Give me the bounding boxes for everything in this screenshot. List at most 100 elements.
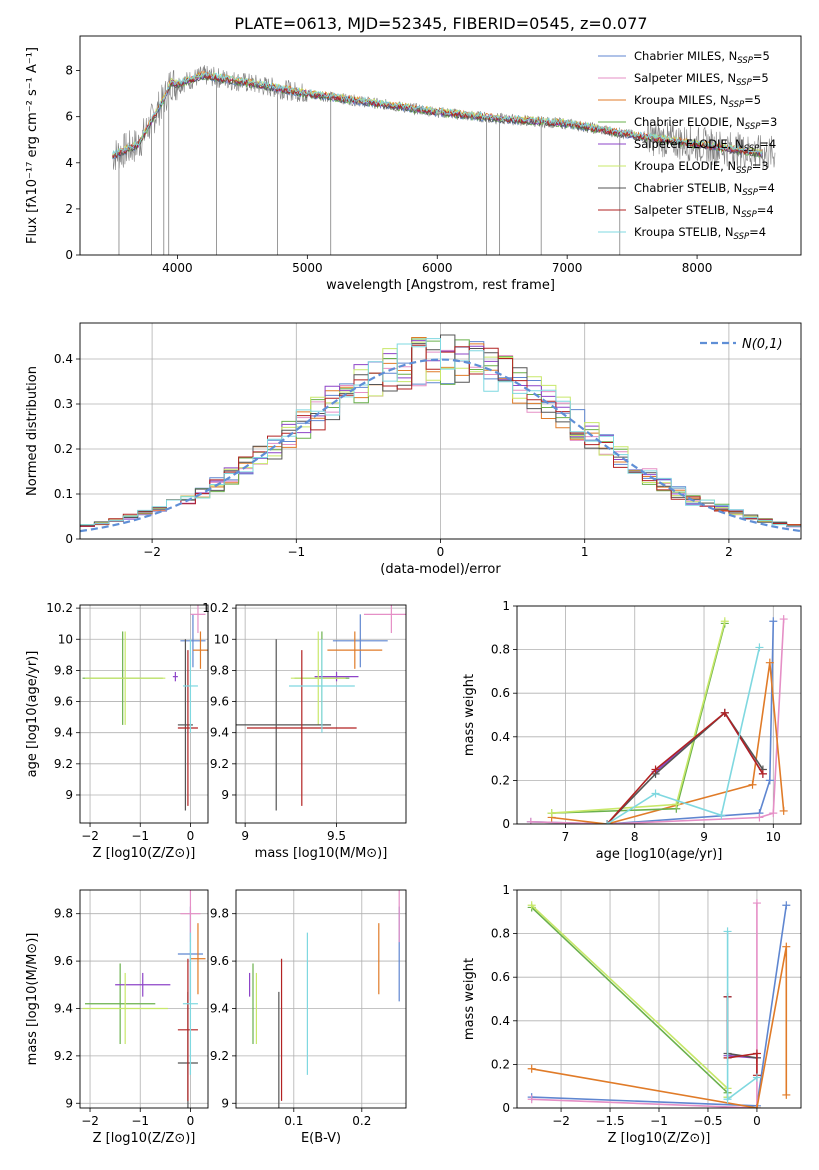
legend-label-value: =4 [759, 137, 776, 151]
x-axis-label: Z [log10(Z/Z⊙)] [93, 1131, 196, 1146]
y-axis-label: mass weight [462, 674, 477, 756]
y-tick-label: 10 [214, 632, 229, 646]
weight-line-chabrier-stelib [726, 996, 758, 1059]
weight-marker-chabrier-miles [769, 617, 778, 626]
legend-label-chabrier-elodie: Chabrier ELODIE, NSSP=3 [634, 115, 777, 132]
axes-frame [79, 889, 209, 1109]
y-tick-label: 9.6 [210, 695, 229, 709]
legend-label-kroupa-elodie: Kroupa ELODIE, NSSP=3 [634, 159, 769, 176]
y-tick-label: 2 [65, 202, 73, 216]
x-tick-label: −2 [143, 545, 161, 559]
weight-marker-kroupa-elodie [527, 901, 536, 910]
legend-label-subscript: SSP [729, 100, 745, 110]
weight-marker-salpeter-stelib [651, 765, 660, 774]
legend-label-text: Salpeter MILES, N [634, 71, 736, 85]
legend-label-subscript: SSP [737, 56, 753, 66]
x-tick-label: 8000 [682, 261, 713, 275]
weight-marker-kroupa-elodie [672, 800, 681, 809]
y-axis-label: mass [log10(M/M⊙)] [25, 933, 40, 1066]
plot-area [112, 65, 776, 255]
axes-frame [79, 35, 802, 256]
errorbar-point-kroupa-miles [190, 923, 206, 995]
x-axis-label: age [log10(age/yr)] [596, 847, 723, 862]
x-tick-label: 0.2 [352, 1114, 371, 1128]
x-tick-label: 6000 [422, 261, 453, 275]
y-tick-label: 9 [221, 1096, 229, 1110]
weight-marker-kroupa-stelib [717, 811, 726, 820]
weight-marker-kroupa-stelib [723, 1095, 732, 1104]
x-tick-label: −0.5 [693, 1114, 722, 1128]
y-tick-label: 9.6 [54, 695, 73, 709]
legend-label-kroupa-miles: Kroupa MILES, NSSP=5 [634, 93, 761, 110]
x-tick-label: −1 [131, 1114, 149, 1128]
mass-vs-z-panel: −2 −1 0 9 9.2 9.4 9.6 9.8 Z [log10(Z/Z⊙)] mass [l… [25, 889, 209, 1146]
legend-label-text: Chabrier MILES, N [634, 49, 737, 63]
errorbar-point-salpeter-elodie [314, 671, 359, 682]
y-tick-label: 1 [502, 883, 510, 897]
weight-marker-kroupa-miles [527, 1064, 536, 1073]
errorbar-point-kroupa-stelib [182, 639, 198, 733]
errorbar-point-kroupa-stelib [182, 932, 198, 1075]
y-tick-label: 9.8 [210, 907, 229, 921]
y-tick-label: 1 [502, 599, 510, 613]
x-tick-label: 0 [187, 1114, 195, 1128]
x-tick-label: 9.5 [327, 829, 346, 843]
y-tick-label: 9 [221, 788, 229, 802]
weight-line-kroupa-elodie [551, 621, 726, 814]
x-tick-label: 7000 [552, 261, 583, 275]
y-tick-label: 9.2 [210, 1049, 229, 1063]
weight-line-salpeter-stelib [726, 996, 758, 1076]
y-tick-label: 9.4 [54, 1001, 73, 1015]
weight-marker-salpeter-miles [755, 813, 764, 822]
weight-marker-kroupa-miles [782, 942, 791, 951]
y-tick-label: 0 [65, 248, 73, 262]
weight-line-kroupa-stelib [606, 647, 761, 824]
legend-label-text: Kroupa MILES, N [634, 93, 729, 107]
y-tick-label: 10.2 [46, 601, 73, 615]
y-tick-label: 0 [502, 817, 510, 831]
y-tick-label: 0.8 [491, 643, 510, 657]
y-tick-label: 0.3 [54, 397, 73, 411]
errorbar-point-kroupa-elodie [85, 631, 166, 725]
normal-reference-curve [80, 358, 801, 533]
errorbar-point-chabrier-miles [180, 614, 206, 668]
weight-vs-z-panel: −2 −1.5 −1 −0.5 0 0 0.2 0.4 0.6 0.8 1 Z [log10(Z/Z⊙… [462, 883, 802, 1146]
legend-label-salpeter-elodie: Salpeter ELODIE, NSSP=4 [634, 137, 776, 154]
y-tick-label: 9 [65, 1096, 73, 1110]
x-tick-label: 8 [631, 830, 639, 844]
y-tick-label: 0.4 [491, 1014, 510, 1028]
x-tick-label: 9 [241, 829, 249, 843]
x-tick-label: −2 [552, 1114, 570, 1128]
y-tick-label: 0.2 [54, 442, 73, 456]
legend-label-text: Chabrier STELIB, N [634, 181, 742, 195]
x-axis-label: mass [log10(M/M⊙)] [255, 846, 388, 861]
legend-label-salpeter-stelib: Salpeter STELIB, NSSP=4 [634, 203, 774, 220]
weight-line-kroupa-miles [551, 662, 785, 824]
weight-marker-salpeter-miles [752, 899, 761, 908]
x-tick-label: 10 [766, 830, 781, 844]
age-vs-mass-panel: 9 9.5 9 9.2 9.4 9.6 9.8 10 10.2 mass [log10(M/M⊙)… [202, 601, 407, 861]
legend-label-text: Kroupa STELIB, N [634, 225, 734, 239]
weight-marker-chabrier-miles [765, 776, 774, 785]
errorbar-point-chabrier-miles [332, 614, 388, 668]
legend-label-value: =4 [757, 203, 774, 217]
y-tick-label: 6 [65, 110, 73, 124]
y-tick-label: 0.2 [491, 773, 510, 787]
x-tick-label: −2 [81, 829, 99, 843]
x-tick-label: −1 [287, 545, 305, 559]
x-tick-label: −2 [81, 1114, 99, 1128]
x-axis-label: (data-model)/error [380, 562, 501, 577]
y-axis-label: Flux [fλ10⁻¹⁷ erg cm⁻² s⁻¹ A⁻¹] [25, 47, 40, 244]
legend-label-subscript: SSP [736, 166, 752, 176]
errorbar-point-kroupa-miles [327, 631, 383, 669]
x-tick-label: −1 [131, 829, 149, 843]
y-tick-label: 9.2 [54, 1049, 73, 1063]
y-tick-label: 0.1 [54, 487, 73, 501]
weight-marker-kroupa-stelib [651, 789, 660, 798]
legend-label-kroupa-stelib: Kroupa STELIB, NSSP=4 [634, 225, 766, 242]
x-axis-label: Z [log10(Z/Z⊙)] [93, 846, 196, 861]
spectrum-panel: 4000 5000 6000 7000 8000 0 2 4 6 8 wavelength [Ang… [25, 35, 802, 293]
legend-label-text: Kroupa ELODIE, N [634, 159, 736, 173]
y-tick-label: 9.6 [54, 954, 73, 968]
